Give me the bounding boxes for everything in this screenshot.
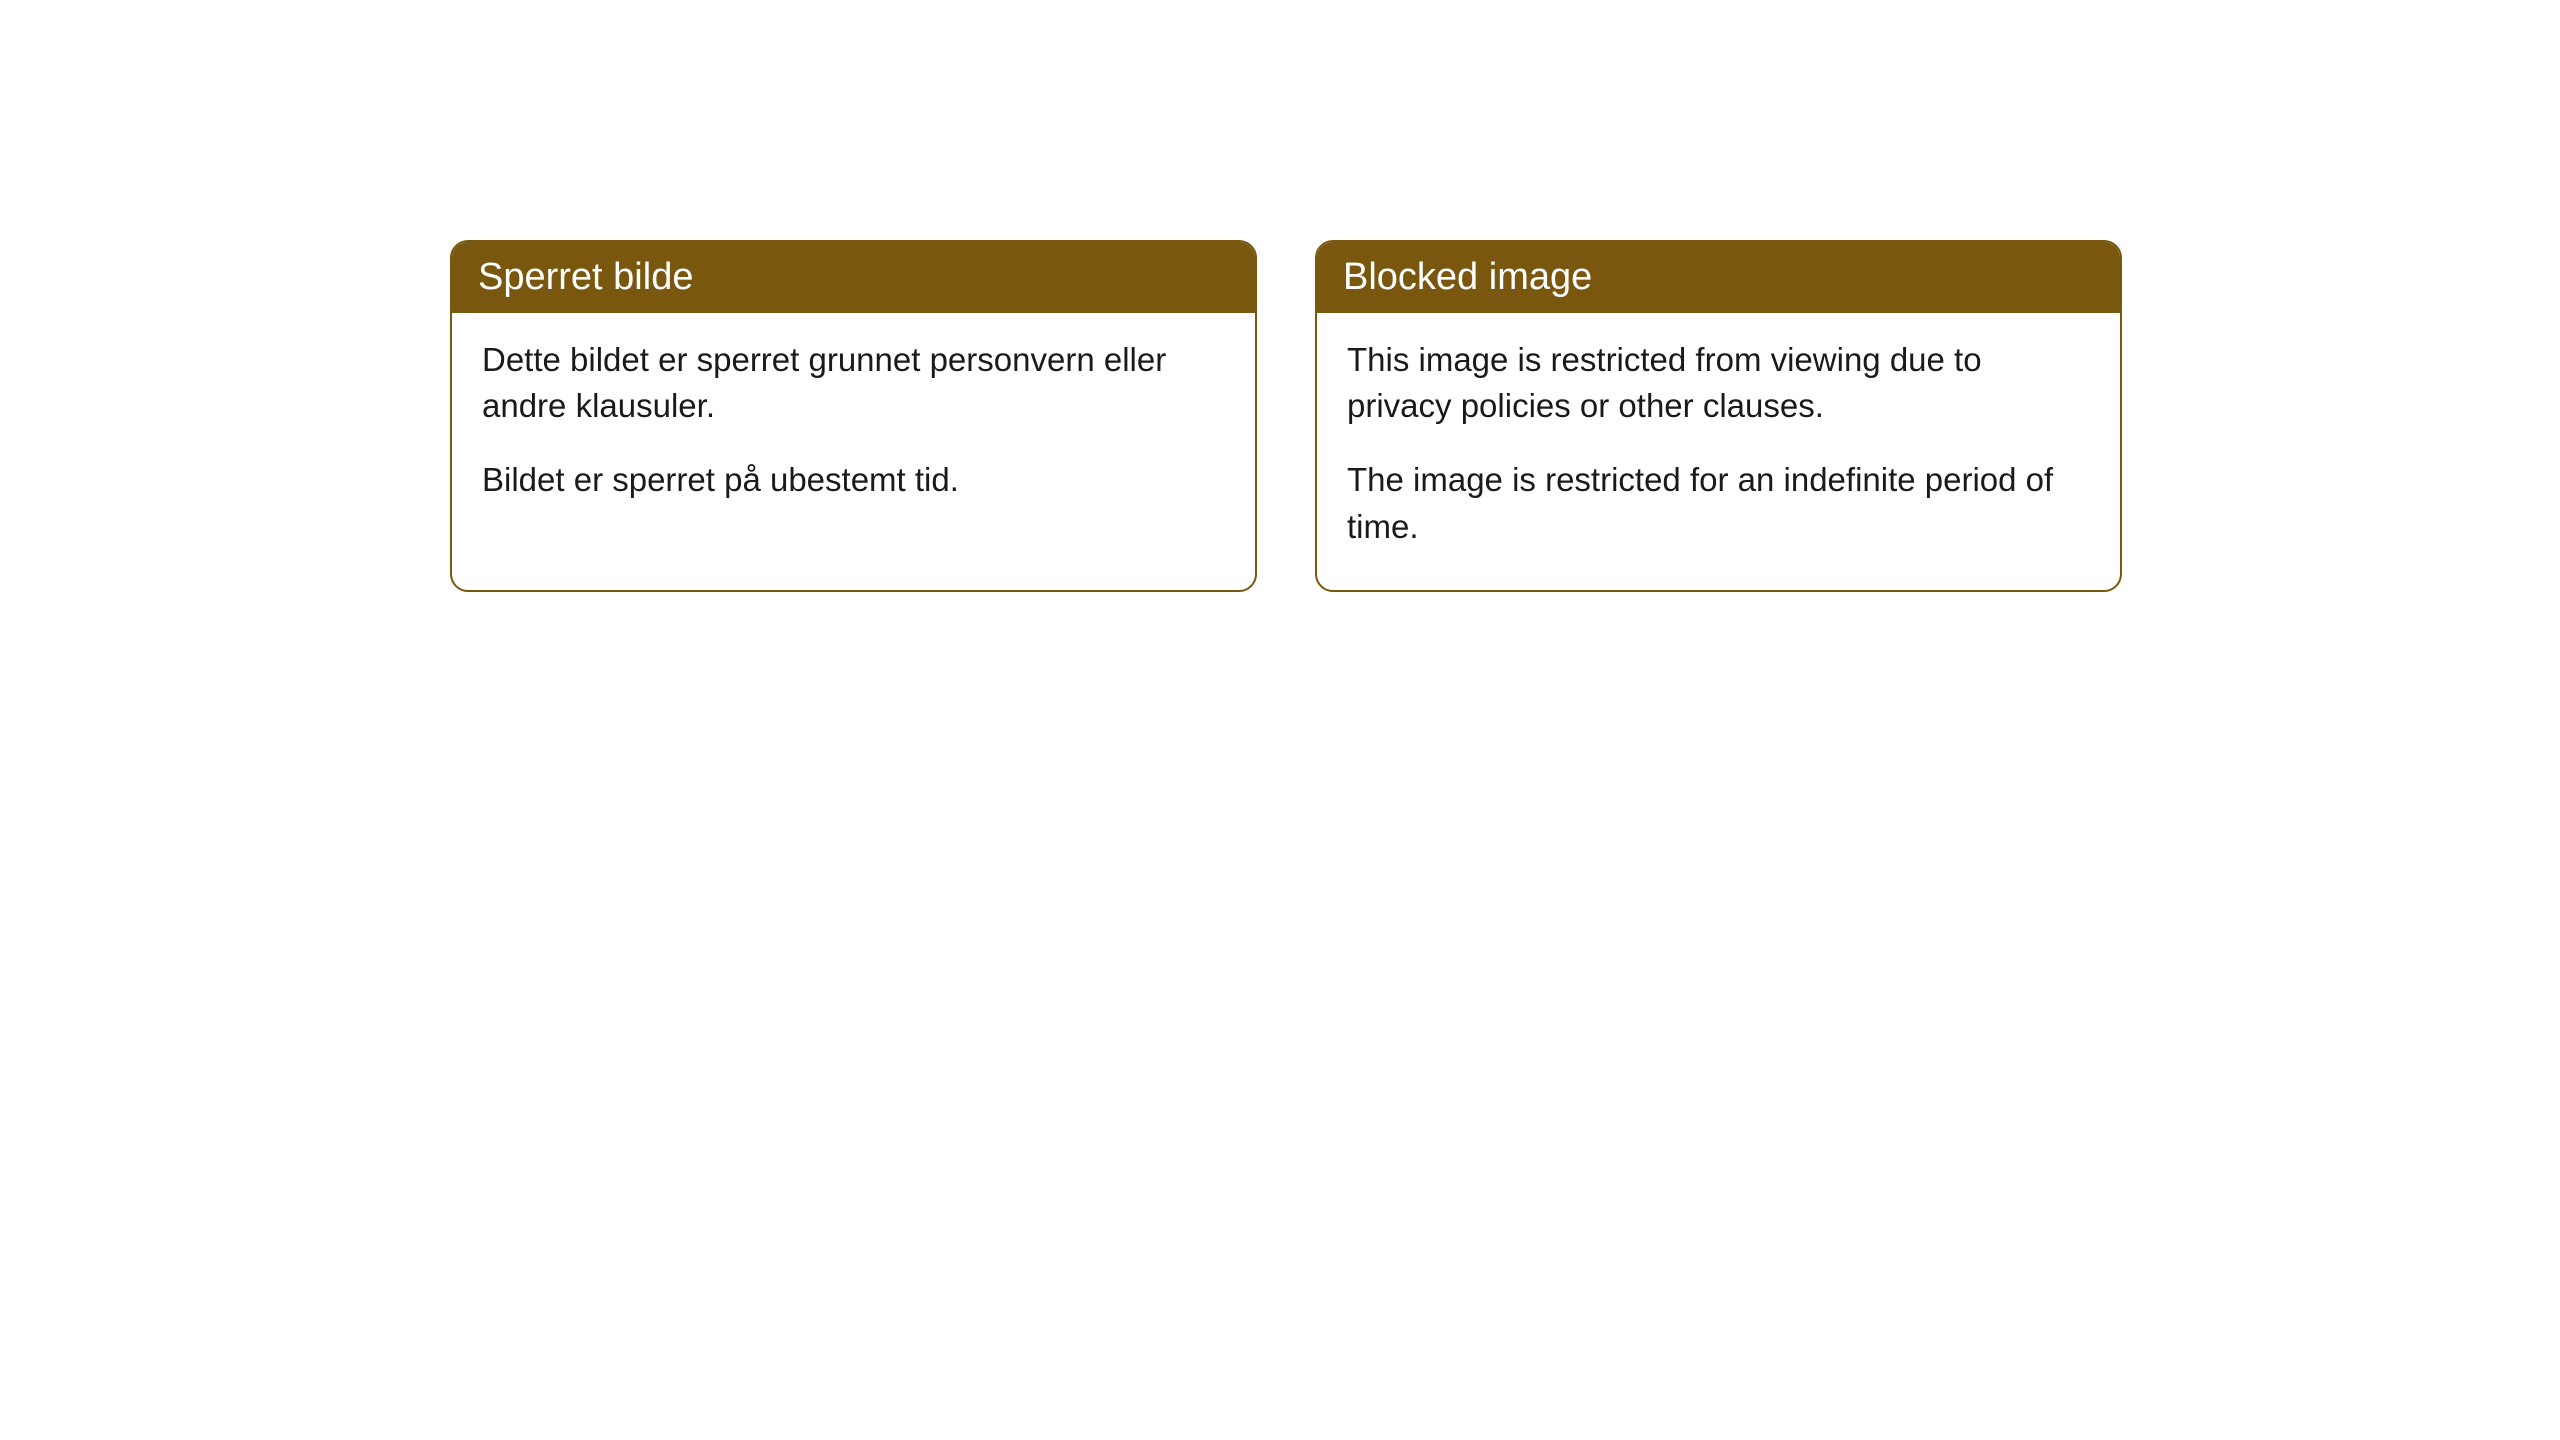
card-paragraph-1: Dette bildet er sperret grunnet personve… <box>482 337 1225 429</box>
card-paragraph-2: Bildet er sperret på ubestemt tid. <box>482 457 1225 503</box>
card-paragraph-1: This image is restricted from viewing du… <box>1347 337 2090 429</box>
card-paragraph-2: The image is restricted for an indefinit… <box>1347 457 2090 549</box>
card-body-norwegian: Dette bildet er sperret grunnet personve… <box>452 313 1255 544</box>
card-header-english: Blocked image <box>1317 242 2120 313</box>
card-title: Blocked image <box>1343 256 1592 298</box>
card-header-norwegian: Sperret bilde <box>452 242 1255 313</box>
blocked-image-card-norwegian: Sperret bilde Dette bildet er sperret gr… <box>450 240 1257 592</box>
card-body-english: This image is restricted from viewing du… <box>1317 313 2120 590</box>
blocked-image-card-english: Blocked image This image is restricted f… <box>1315 240 2122 592</box>
info-cards-container: Sperret bilde Dette bildet er sperret gr… <box>450 240 2122 592</box>
card-title: Sperret bilde <box>478 256 693 298</box>
